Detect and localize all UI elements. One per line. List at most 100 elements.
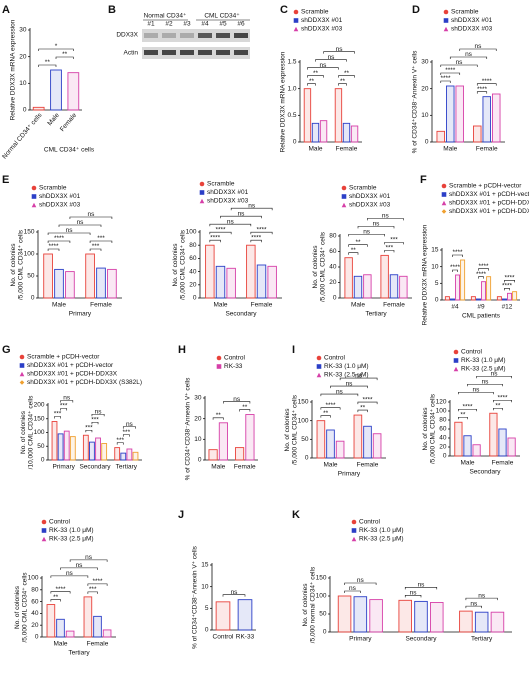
significance-bracket xyxy=(493,407,503,411)
significance-label: **** xyxy=(504,275,515,282)
bar xyxy=(215,265,226,299)
y-tick-label: 60 xyxy=(439,426,447,433)
bar xyxy=(398,599,412,633)
significance-bracket xyxy=(209,223,252,227)
significance-label: ns xyxy=(357,577,365,584)
bar xyxy=(126,448,133,461)
legend-marker xyxy=(316,355,322,361)
panel-letter: B xyxy=(108,4,116,16)
bar xyxy=(132,451,139,461)
significance-bracket xyxy=(87,591,98,594)
legend-marker xyxy=(216,355,222,361)
significance-label: **** xyxy=(476,271,487,278)
y-axis-label: No. of colonies xyxy=(284,408,291,452)
bar xyxy=(56,618,65,638)
y-tick-label: 150 xyxy=(298,399,309,406)
significance-label: ns xyxy=(231,589,239,596)
x-tick-label: Male xyxy=(443,146,457,153)
legend-label: Scramble + pCDH-vector xyxy=(449,183,522,190)
significance-label: ns xyxy=(85,554,93,561)
bar xyxy=(63,430,70,461)
bar xyxy=(460,259,466,301)
significance-bracket xyxy=(348,234,385,237)
significance-label: ns xyxy=(470,600,478,607)
significance-bracket xyxy=(250,231,273,235)
x-tick-label: Male xyxy=(213,302,227,309)
panel-letter: D xyxy=(412,4,420,16)
y-axis-label: No. of colonies xyxy=(14,585,21,629)
x-tick-label: Female xyxy=(383,302,405,309)
significance-label: *** xyxy=(89,586,97,593)
blot-lane-label: #3 xyxy=(183,21,191,28)
legend-marker xyxy=(441,200,447,206)
significance-label: ns xyxy=(475,43,483,50)
significance-label: ns xyxy=(66,227,74,234)
legend-marker xyxy=(453,349,459,355)
y-tick-label: 0 xyxy=(323,629,327,636)
x-tick-label: Male xyxy=(308,146,322,153)
significance-bracket xyxy=(89,248,102,251)
panel-letter: H xyxy=(178,344,186,356)
significance-bracket xyxy=(440,80,451,83)
y-tick-label: 50 xyxy=(319,611,327,618)
significance-label: ns xyxy=(95,408,103,415)
legend-label: shDDX3X #03 xyxy=(39,202,81,209)
legend-label: RK-33 (1.0 μM) xyxy=(49,527,94,534)
significance-label: **** xyxy=(55,586,66,593)
legend-label: Scramble xyxy=(207,181,235,188)
significance-bracket xyxy=(458,416,468,420)
legend-label: RK-33 (2.5 μM) xyxy=(324,372,369,379)
legend-label: Scramble xyxy=(39,185,67,192)
significance-label: **** xyxy=(482,78,493,85)
significance-label: **** xyxy=(462,403,473,410)
y-tick-label: 0 xyxy=(198,457,202,464)
bar xyxy=(353,275,363,299)
significance-label: ns xyxy=(346,380,354,387)
bar xyxy=(335,440,345,459)
significance-bracket xyxy=(504,280,515,283)
bar xyxy=(475,298,481,301)
bar xyxy=(226,267,236,299)
significance-label: *** xyxy=(91,416,99,423)
legend-marker xyxy=(453,366,459,372)
y-tick-label: 100 xyxy=(24,251,35,258)
bar xyxy=(218,422,229,461)
y-axis-label: /5,000 CML CD34⁺ cells xyxy=(292,394,299,465)
significance-label: ns xyxy=(77,219,85,226)
x-axis-label: Primary xyxy=(69,311,92,318)
significance-label: *** xyxy=(60,403,68,410)
legend-label: Control xyxy=(224,355,246,362)
bar xyxy=(363,274,372,299)
legend-label: shDDX3X #01 + pCDH-DDX3X (S382L) xyxy=(27,379,142,386)
legend-marker xyxy=(41,519,47,525)
blot-lane-label: #6 xyxy=(237,21,245,28)
legend-marker xyxy=(19,363,25,368)
y-tick-label: 30 xyxy=(421,59,429,66)
legend-label: shDDX3X #03 xyxy=(349,202,391,209)
bar xyxy=(205,244,215,299)
legend-label: shDDX3X #03 xyxy=(207,198,249,205)
y-tick-label: 50 xyxy=(301,436,309,443)
significance-label: ns xyxy=(456,59,464,66)
y-tick-label: 80 xyxy=(31,587,39,594)
bar xyxy=(472,444,481,457)
legend-label: RK-33 (1.0 μM) xyxy=(324,363,369,370)
bar xyxy=(473,125,482,143)
legend-label: shDDX3X #03 xyxy=(451,26,493,33)
significance-label: **** xyxy=(478,263,489,270)
bar xyxy=(444,296,450,301)
significance-label: *** xyxy=(85,424,93,431)
y-tick-label: 10 xyxy=(201,583,209,590)
y-tick-label: 40 xyxy=(31,610,39,617)
significance-label: **** xyxy=(477,86,488,93)
significance-bracket xyxy=(339,377,378,381)
y-tick-label: 5 xyxy=(435,280,439,287)
significance-label: ns xyxy=(482,378,490,385)
significance-label: ns xyxy=(126,421,134,428)
y-tick-label: 200 xyxy=(34,402,45,409)
x-tick-label: Primary xyxy=(349,636,372,643)
bar xyxy=(246,244,256,299)
bar xyxy=(501,298,507,301)
legend-label: RK-33 xyxy=(224,363,243,370)
bar xyxy=(414,600,428,633)
